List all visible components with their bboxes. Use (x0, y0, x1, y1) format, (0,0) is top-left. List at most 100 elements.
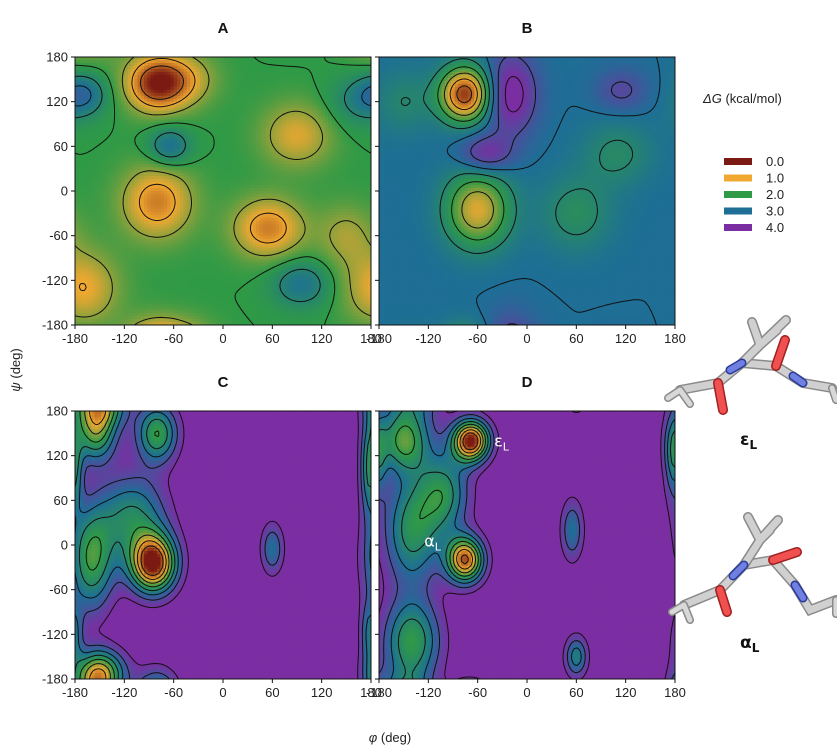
contour-line (449, 78, 478, 111)
y-tick-label: 60 (54, 493, 68, 508)
legend-label: 1.0 (766, 171, 784, 186)
legend-label: 0.0 (766, 154, 784, 169)
legend-swatch (724, 174, 752, 182)
panel-d-title: D (522, 374, 533, 391)
contour-line (379, 411, 675, 679)
contour-line (400, 58, 634, 254)
panel-c-title: C (218, 374, 229, 391)
contour-line (75, 57, 371, 325)
x-tick-label: 180 (360, 685, 382, 700)
annotation-l: εL (494, 432, 510, 454)
legend-label: 3.0 (766, 204, 784, 219)
x-tick-label: -180 (62, 331, 88, 346)
legend-swatch (724, 207, 752, 215)
alpha-l-molecule-label: αL (740, 633, 760, 655)
x-tick-label: 120 (615, 685, 637, 700)
contour-line (75, 57, 371, 325)
alpha-l-molecule-subscript: L (752, 641, 760, 655)
panels-layer: A-180-180-120-120-60-6000606012012018018… (42, 20, 686, 700)
contour-line (79, 411, 173, 679)
epsilon-l-molecule-label: εL (740, 430, 757, 452)
y-tick-label: 180 (46, 404, 68, 419)
y-axis-label: ψ (deg) (8, 348, 23, 391)
y-tick-label: 60 (54, 139, 68, 154)
x-tick-label: 180 (664, 685, 686, 700)
x-tick-label: -120 (111, 685, 137, 700)
contour-line (82, 411, 368, 679)
contour-line (504, 76, 524, 113)
contour-line (89, 411, 167, 679)
y-tick-label: -120 (42, 627, 68, 642)
x-tick-label: -120 (415, 685, 441, 700)
x-tick-label: 60 (569, 331, 583, 346)
legend-swatch (724, 191, 752, 198)
contour-line (452, 426, 484, 574)
epsilon-l-molecule-symbol: ε (740, 430, 749, 450)
contour-line (379, 411, 675, 679)
panel-d-heatmap (379, 411, 675, 679)
panel-c-heatmap (75, 411, 371, 679)
x-tick-label: 180 (360, 331, 382, 346)
x-tick-label: 60 (265, 685, 279, 700)
y-tick-label: -60 (49, 582, 68, 597)
x-tick-label: 0 (523, 685, 530, 700)
alpha-l-molecule: αL (668, 512, 837, 655)
legend-label: 4.0 (766, 220, 784, 235)
panel-d: D -180 -120 -60 0 60 120 180 (366, 374, 686, 700)
contour-line (75, 411, 371, 679)
x-tick-label: -120 (415, 331, 441, 346)
x-tick-label: -120 (111, 331, 137, 346)
x-tick-label: -60 (468, 685, 487, 700)
panel-c-contours (75, 411, 371, 679)
contour-line (75, 75, 371, 303)
y-tick-label: -60 (49, 228, 68, 243)
contour-line (395, 423, 486, 577)
panel-d-contours (379, 411, 675, 679)
y-tick-label: -180 (42, 672, 68, 687)
panel-c: C -180-180 -120 -120 -60 -60 0 0 60 60 120 120 180 18… (42, 374, 382, 700)
x-tick-label: -60 (164, 331, 183, 346)
x-tick-label: 120 (311, 331, 333, 346)
legend-title: ΔG (kcal/mol) (702, 91, 782, 106)
y-tick-label: 0 (61, 184, 68, 199)
y-axis-label-unit: (deg) (8, 348, 23, 382)
contour-line (437, 66, 505, 241)
contour-line (456, 429, 482, 570)
contour-line (75, 85, 371, 107)
contour-line (443, 72, 494, 229)
x-tick-label: 120 (615, 331, 637, 346)
y-tick-label: 0 (61, 538, 68, 553)
x-axis-label-unit: (deg) (377, 730, 411, 745)
contour-line (139, 65, 184, 100)
epsilon-l-molecule: εL (664, 315, 837, 452)
panel-b-contours (400, 57, 661, 325)
epsilon-l-molecule-subscript: L (749, 438, 757, 452)
alpha-l-molecule-symbol: α (740, 633, 752, 653)
contour-line (446, 57, 661, 325)
panel-a-title: A (218, 20, 229, 37)
contour-line (460, 432, 479, 565)
panel-a: A -180-180 -120 -120 -60 -60 0 0 60 60 120 120 180 18… (42, 20, 382, 346)
x-tick-label: 0 (219, 685, 226, 700)
x-tick-label: -60 (164, 685, 183, 700)
y-tick-label: -120 (42, 273, 68, 288)
contour-line (78, 58, 287, 292)
panel-a-contours (75, 57, 371, 325)
legend-swatch (724, 224, 752, 231)
legend-title-symbol: ΔG (702, 91, 722, 106)
legend-title-unit: (kcal/mol) (722, 91, 782, 106)
contour-line (84, 411, 170, 679)
x-axis-label-symbol: φ (369, 730, 378, 745)
panel-a-heatmap (75, 57, 371, 325)
x-tick-label: 0 (523, 331, 530, 346)
annotation-l: αL (424, 532, 442, 554)
x-tick-label: 120 (311, 685, 333, 700)
panel-b: B -180 -120 -60 0 60 120 180 (366, 20, 686, 346)
x-tick-label: -180 (62, 685, 88, 700)
legend-label: 2.0 (766, 187, 784, 202)
y-tick-label: -180 (42, 318, 68, 333)
contour-line (379, 411, 675, 679)
x-tick-label: 60 (265, 331, 279, 346)
x-tick-label: -180 (366, 685, 392, 700)
